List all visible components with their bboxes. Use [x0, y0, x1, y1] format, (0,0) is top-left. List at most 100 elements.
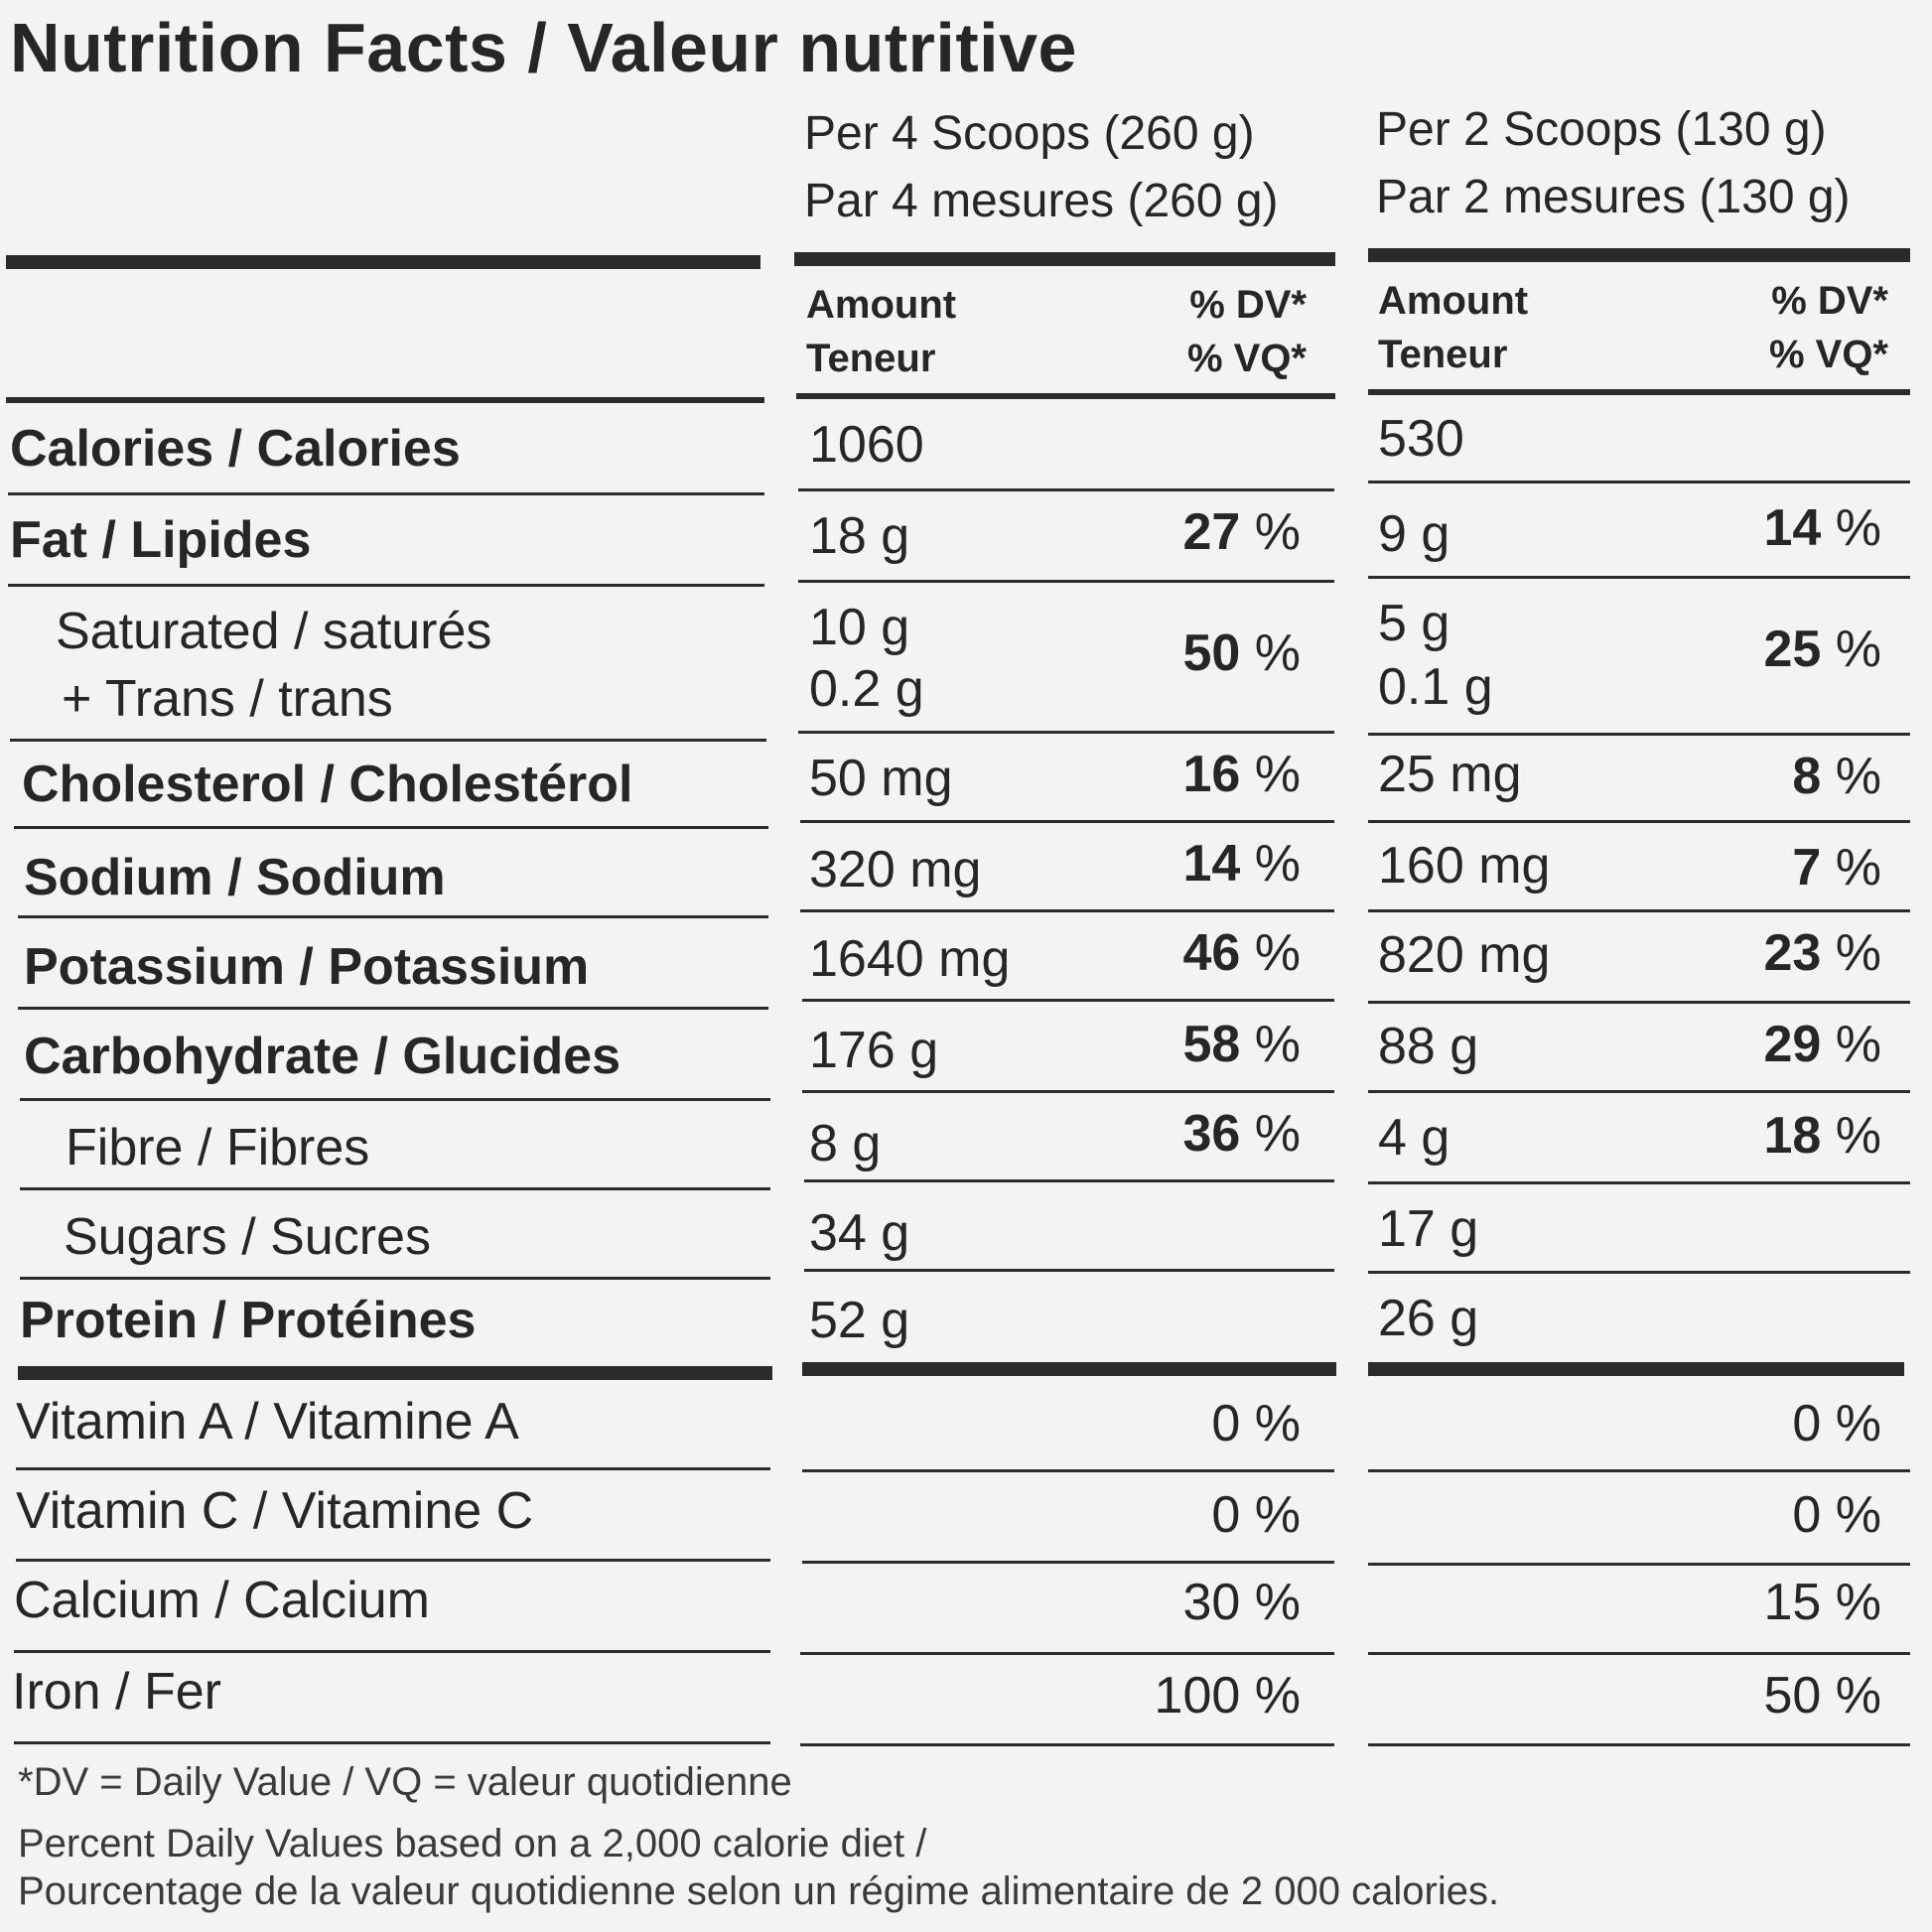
row-divider — [804, 1179, 1334, 1182]
row-divider — [798, 488, 1334, 491]
row-divider — [1368, 1181, 1910, 1184]
dv-saturated-col1: 50 % — [1182, 624, 1301, 682]
row-divider — [798, 580, 1334, 583]
amount-fat-col1: 18 g — [809, 507, 910, 565]
row-divider — [800, 909, 1334, 912]
dv-cholesterol-col1: 16 % — [1182, 746, 1301, 803]
row-divider — [16, 1559, 770, 1562]
amount-sugars-col1: 34 g — [809, 1204, 910, 1262]
nutrient-label-protein: Protein / Protéines — [20, 1292, 477, 1349]
row-divider — [18, 1007, 768, 1010]
footnote-basis-fr: Pourcentage de la valeur quotidienne sel… — [18, 1869, 1500, 1913]
amount-fat-col2: 9 g — [1378, 505, 1450, 563]
dv-fibre-col2: 18 % — [1763, 1107, 1881, 1165]
row-divider — [802, 999, 1334, 1002]
amount-trans-col1: 0.2 g — [809, 660, 924, 718]
serving-col2-fr: Par 2 mesures (130 g) — [1376, 171, 1851, 223]
row-divider — [800, 820, 1334, 823]
thick-rule — [6, 255, 760, 269]
row-divider — [10, 739, 766, 742]
row-divider — [800, 1743, 1334, 1746]
row-divider — [20, 1098, 770, 1101]
nutrient-label-sodium: Sodium / Sodium — [24, 849, 446, 906]
dv-potassium-col1: 46 % — [1182, 924, 1301, 982]
amount-trans-col2: 0.1 g — [1378, 658, 1493, 716]
thick-rule — [1368, 248, 1910, 262]
dv-carbohydrate-col2: 29 % — [1763, 1016, 1881, 1073]
amount-calories-col2: 530 — [1378, 410, 1464, 468]
row-divider — [1368, 1001, 1910, 1004]
dv-header-fr: % VQ* — [1186, 337, 1307, 380]
amount-saturated-col2: 5 g — [1378, 595, 1450, 652]
nutrient-label-calories: Calories / Calories — [10, 420, 461, 478]
serving-col2-en: Per 2 Scoops (130 g) — [1376, 103, 1827, 156]
thick-rule — [794, 252, 1335, 266]
row-divider — [8, 584, 764, 587]
dv-header-fr: % VQ* — [1768, 333, 1888, 376]
nutrient-label-calcium: Calcium / Calcium — [14, 1572, 430, 1629]
row-divider — [20, 1277, 770, 1280]
nutrient-label-vitamin-c: Vitamin C / Vitamine C — [16, 1482, 534, 1540]
nutrient-label-sugars: Sugars / Sucres — [64, 1208, 431, 1266]
row-divider — [1368, 1652, 1910, 1655]
amount-header-en: Amount — [806, 283, 957, 327]
row-divider — [804, 1269, 1334, 1272]
dv-carbohydrate-col1: 58 % — [1182, 1016, 1301, 1073]
dv-vitamin-c-col2: 0 % — [1792, 1486, 1881, 1544]
row-divider — [1368, 389, 1910, 395]
row-divider — [14, 826, 768, 829]
nutrient-label-carbohydrate: Carbohydrate / Glucides — [24, 1028, 621, 1085]
dv-iron-col1: 100 % — [1154, 1667, 1301, 1725]
amount-header-fr: Teneur — [806, 337, 936, 380]
nutrient-label-saturated: Saturated / saturés — [56, 603, 492, 660]
dv-header-en: % DV* — [1189, 283, 1307, 327]
nutrient-label-trans: + Trans / trans — [62, 670, 393, 728]
dv-saturated-col2: 25 % — [1763, 621, 1881, 678]
row-divider — [16, 1467, 770, 1470]
thick-rule — [18, 1366, 772, 1380]
row-divider — [1368, 1271, 1910, 1274]
dv-sodium-col1: 14 % — [1182, 835, 1301, 893]
dv-header-en: % DV* — [1771, 279, 1888, 323]
amount-saturated-col1: 10 g — [809, 599, 910, 656]
row-divider — [18, 915, 768, 918]
nutrient-label-vitamin-a: Vitamin A / Vitamine A — [16, 1393, 519, 1450]
dv-cholesterol-col2: 8 % — [1792, 748, 1881, 805]
row-divider — [8, 492, 764, 495]
amount-fibre-col1: 8 g — [809, 1115, 882, 1173]
row-divider — [800, 1652, 1334, 1655]
amount-sodium-col2: 160 mg — [1378, 837, 1551, 895]
row-divider — [1368, 576, 1910, 579]
row-divider — [1368, 1563, 1910, 1566]
amount-carbohydrate-col2: 88 g — [1378, 1018, 1479, 1075]
serving-col1-en: Per 4 Scoops (260 g) — [804, 107, 1255, 160]
dv-sodium-col2: 7 % — [1792, 839, 1881, 897]
dv-fat-col2: 14 % — [1763, 499, 1881, 557]
row-divider — [802, 1561, 1334, 1564]
nutrient-label-iron: Iron / Fer — [12, 1663, 221, 1721]
dv-vitamin-c-col1: 0 % — [1211, 1486, 1301, 1544]
footnote-dv-definition: *DV = Daily Value / VQ = valeur quotidie… — [18, 1760, 792, 1804]
dv-vitamin-a-col1: 0 % — [1211, 1395, 1301, 1452]
row-divider — [802, 1469, 1334, 1472]
nutrient-label-fibre: Fibre / Fibres — [66, 1119, 370, 1176]
row-divider — [798, 731, 1334, 734]
thick-rule — [802, 1362, 1336, 1376]
nutrient-label-potassium: Potassium / Potassium — [24, 938, 590, 996]
serving-col1-fr: Par 4 mesures (260 g) — [804, 175, 1279, 227]
dv-fibre-col1: 36 % — [1182, 1105, 1301, 1163]
row-divider — [1368, 1090, 1910, 1093]
amount-cholesterol-col1: 50 mg — [809, 750, 953, 807]
dv-potassium-col2: 23 % — [1763, 924, 1881, 982]
row-divider — [1368, 1743, 1910, 1746]
row-divider — [796, 393, 1335, 399]
row-divider — [14, 1650, 770, 1653]
row-divider — [20, 1187, 770, 1190]
row-divider — [1368, 1469, 1910, 1472]
thick-rule — [1368, 1362, 1904, 1376]
row-divider — [1368, 733, 1910, 736]
amount-header-en: Amount — [1378, 279, 1529, 323]
amount-protein-col1: 52 g — [809, 1292, 910, 1349]
amount-cholesterol-col2: 25 mg — [1378, 746, 1522, 803]
